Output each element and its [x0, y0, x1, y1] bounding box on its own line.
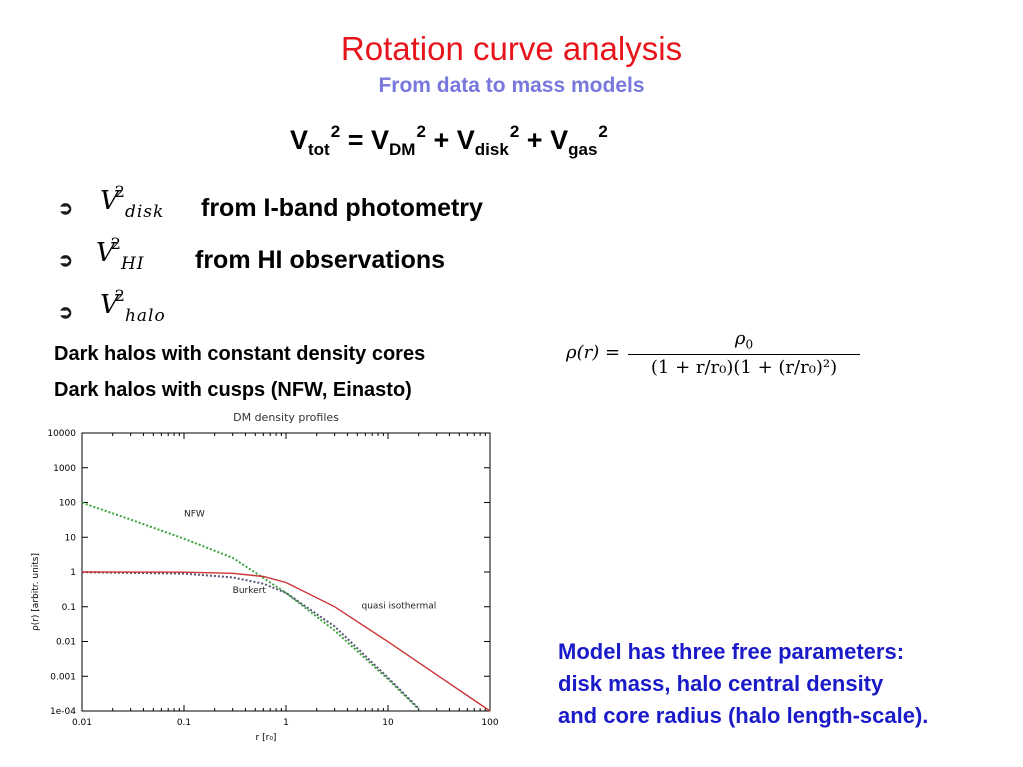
core-halos-line: Dark halos with constant density cores — [54, 343, 426, 365]
annotation-nfw: NFW — [184, 509, 205, 519]
y-tick-label: 1e-04 — [50, 707, 76, 717]
y-tick-label: 10000 — [47, 429, 76, 439]
x-axis-label: r [r₀] — [256, 733, 277, 743]
chart-title: DM density profiles — [233, 411, 339, 424]
v-halo-symbol: V2halo — [100, 286, 166, 326]
x-tick-label: 1 — [283, 718, 289, 728]
y-tick-label: 0.1 — [62, 603, 76, 613]
bullet-hi: ➲ — [58, 250, 73, 271]
x-tick-label: 0.01 — [72, 718, 92, 728]
cusp-halos-line: Dark halos with cusps (NFW, Einasto) — [54, 379, 412, 401]
y-axis-label: ρ(r) [arbitr. units] — [31, 553, 41, 631]
bullet-hi-text: from HI observations — [195, 246, 446, 274]
arrow-bullet-icon: ➲ — [58, 302, 74, 322]
arrow-bullet-icon: ➲ — [58, 250, 74, 270]
total-velocity-equation: Vtot2 = VDM2 + Vdisk2 + Vgas2 — [290, 122, 608, 159]
y-tick-label: 0.01 — [56, 638, 76, 648]
slide-subtitle: From data to mass models — [378, 74, 645, 97]
series-nfw — [81, 501, 420, 710]
v-hi-symbol: V2HI — [96, 234, 145, 274]
x-tick-label: 10 — [382, 718, 394, 728]
model-parameters-note: Model has three free parameters: disk ma… — [558, 639, 929, 728]
x-tick-label: 0.1 — [177, 718, 191, 728]
y-tick-label: 1000 — [53, 464, 76, 474]
bullet-disk-text: from I-band photometry — [201, 194, 483, 222]
density-denominator: (1 + r/r₀)(1 + (r/r₀)²) — [650, 356, 838, 378]
y-tick-label: 10 — [65, 533, 77, 543]
y-tick-label: 1 — [70, 568, 76, 578]
y-tick-label: 100 — [59, 499, 76, 509]
arrow-bullet-icon: ➲ — [58, 198, 74, 218]
v-disk-symbol: V2disk — [100, 182, 165, 222]
x-tick-label: 100 — [481, 718, 498, 728]
annotation-burkert: Burkert — [233, 586, 267, 596]
density-numerator: ρ0 — [734, 328, 754, 352]
bullet-disk: ➲ — [58, 198, 73, 219]
series-quasi-isothermal — [81, 571, 491, 712]
annotation-quasi-isothermal: quasi isothermal — [362, 601, 437, 611]
bullet-halo: ➲ — [58, 302, 73, 323]
y-tick-label: 0.001 — [50, 672, 76, 682]
slide-title: Rotation curve analysis — [340, 30, 683, 67]
density-equation: ρ(r) = ρ0 (1 + r/r₀)(1 + (r/r₀)²) — [566, 328, 861, 378]
fraction-bar — [628, 353, 861, 355]
